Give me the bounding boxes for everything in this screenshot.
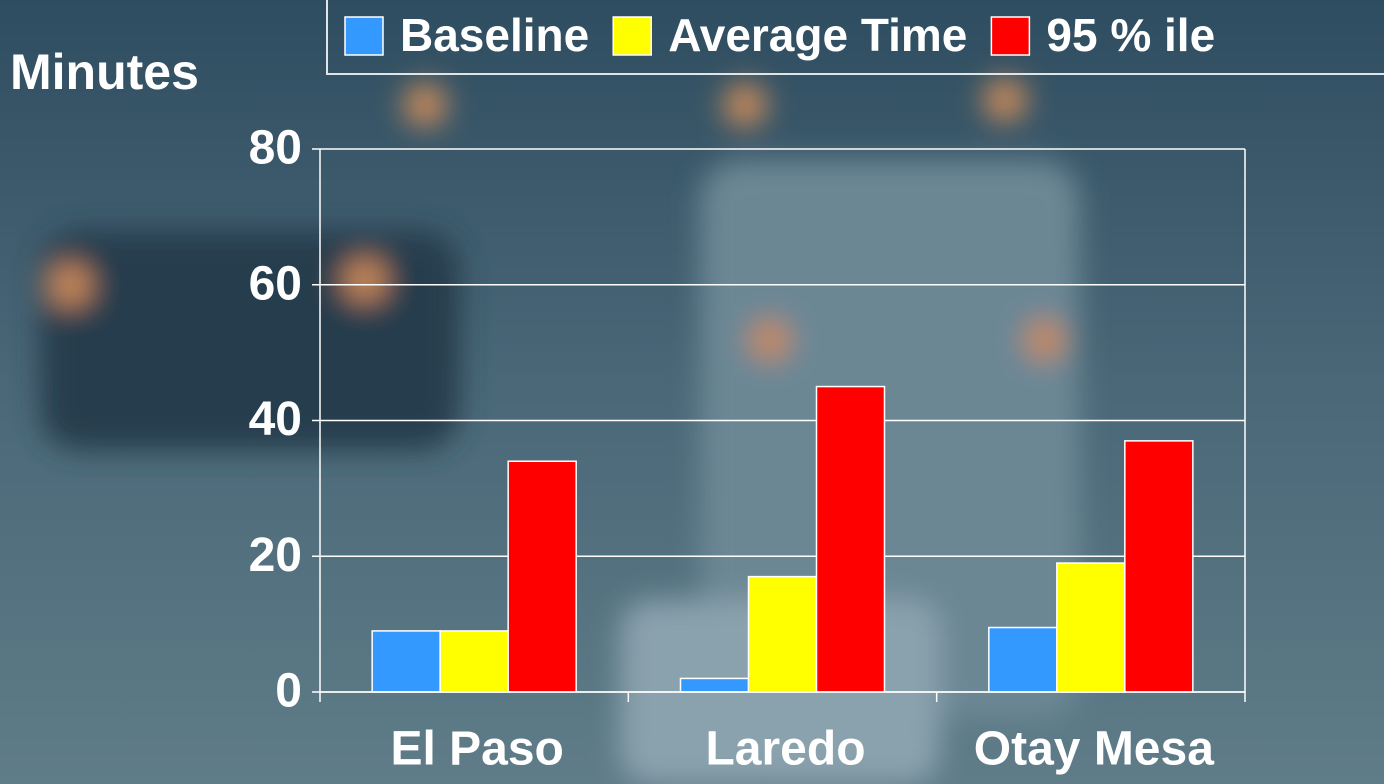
legend-swatch [612, 16, 652, 56]
legend-label: Average Time [668, 9, 967, 61]
legend-swatch [990, 16, 1031, 56]
bar [679, 677, 750, 693]
bar [1124, 440, 1194, 693]
x-tick-label: El Paso [390, 723, 563, 776]
x-tick-label: Otay Mesa [974, 723, 1214, 776]
bar [1056, 562, 1126, 693]
legend-label: 95 % ile [1046, 9, 1215, 61]
bar [815, 385, 886, 693]
y-tick-label: 40 [249, 393, 302, 446]
bar [988, 626, 1058, 693]
bar [507, 460, 577, 693]
bar [439, 630, 509, 693]
y-tick-label: 80 [249, 122, 302, 175]
y-tick-label: 0 [275, 665, 302, 718]
legend-box [326, 0, 1384, 75]
y-axis-label: Minutes [10, 44, 199, 100]
legend-label: Baseline [400, 9, 589, 61]
x-tick-label: Laredo [705, 723, 865, 776]
bar [747, 575, 818, 693]
bar [371, 630, 441, 693]
legend-swatch [344, 16, 384, 56]
y-tick-label: 20 [249, 529, 302, 582]
y-tick-label: 60 [249, 257, 302, 310]
